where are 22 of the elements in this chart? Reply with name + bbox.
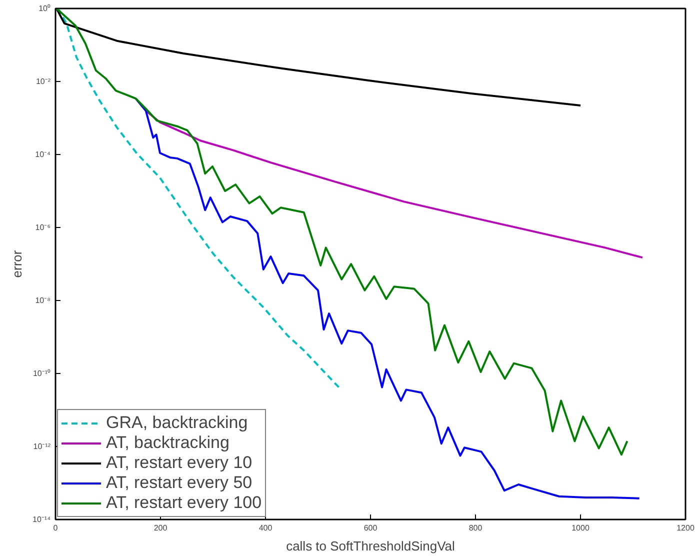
- y-tick-label: 10⁻⁶: [35, 223, 51, 232]
- y-tick-label: 10⁻²: [36, 77, 51, 86]
- legend-label: GRA, backtracking: [106, 413, 248, 433]
- y-tick-label: 10⁻⁸: [35, 296, 51, 305]
- x-tick-label: 0: [53, 524, 58, 532]
- x-tick-label: 200: [154, 524, 168, 532]
- legend-label: AT, backtracking: [106, 433, 230, 453]
- x-tick-label: 1000: [572, 524, 590, 532]
- legend-label: AT, restart every 50: [106, 473, 252, 493]
- x-tick-label: 800: [468, 524, 483, 532]
- y-tick-label: 10⁻¹⁰: [32, 369, 50, 378]
- x-tick-label: 400: [258, 524, 273, 532]
- y-axis-title: error: [10, 250, 24, 278]
- x-tick-label: 600: [364, 524, 378, 532]
- legend-label: AT, restart every 100: [106, 493, 262, 513]
- y-tick-label: 10⁻¹²: [33, 442, 51, 451]
- x-tick-label: 1200: [676, 524, 695, 532]
- y-tick-label: 10⁰: [38, 4, 51, 13]
- x-axis-title: calls to SoftThresholdSingVal: [286, 538, 456, 554]
- y-tick-label: 10⁻¹⁴: [32, 515, 52, 524]
- y-tick-label: 10⁻⁴: [35, 150, 52, 159]
- legend-label: AT, restart every 10: [106, 453, 252, 473]
